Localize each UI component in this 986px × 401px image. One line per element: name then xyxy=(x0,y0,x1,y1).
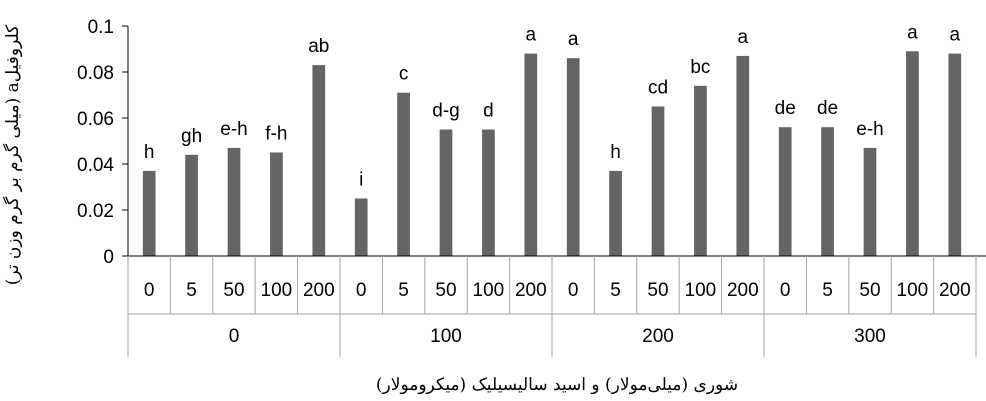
bar-letter-label: gh xyxy=(181,126,202,147)
bar xyxy=(354,198,368,256)
bar-letter-label: de xyxy=(775,98,796,119)
bar xyxy=(397,92,410,256)
bar xyxy=(482,129,495,256)
bar-letter-label: f-h xyxy=(265,124,287,145)
category-label: 0 xyxy=(356,280,367,301)
bar xyxy=(142,170,156,256)
group-label: 100 xyxy=(430,326,462,347)
category-label: 0 xyxy=(780,280,791,301)
bar xyxy=(609,170,622,256)
bar xyxy=(439,129,453,256)
bar xyxy=(821,127,834,256)
bar-letter-label: d-g xyxy=(432,101,459,122)
bar-letter-label: c xyxy=(399,64,409,85)
category-label: 50 xyxy=(435,280,456,301)
category-label: 100 xyxy=(473,280,505,301)
category-label: 200 xyxy=(303,280,335,301)
category-label: 5 xyxy=(610,280,621,301)
bar-letter-label: ab xyxy=(308,36,329,57)
category-label: 100 xyxy=(897,280,929,301)
y-tick-label: 0.1 xyxy=(88,17,114,38)
bar-letter-label: i xyxy=(359,170,363,191)
group-label: 0 xyxy=(229,326,240,347)
bar xyxy=(227,147,241,256)
bar xyxy=(185,154,198,256)
bar xyxy=(270,152,283,256)
y-tick-label: 0 xyxy=(103,247,114,268)
y-tick-label: 0.08 xyxy=(77,63,114,84)
bar-letter-label: e-h xyxy=(856,119,883,140)
bar-letter-label: h xyxy=(610,142,621,163)
bar-letter-label: a xyxy=(907,22,918,43)
y-axis-title: کلروفیلa (میلی گرم بر گرم وزن تر) xyxy=(2,24,23,285)
bar xyxy=(778,127,792,256)
bar xyxy=(566,58,580,257)
bar-letter-label: bc xyxy=(690,57,710,78)
bar-letter-label: a xyxy=(950,25,961,46)
category-label: 50 xyxy=(223,280,244,301)
category-label: 200 xyxy=(727,280,759,301)
category-label: 5 xyxy=(398,280,409,301)
bar xyxy=(651,106,665,256)
category-label: 5 xyxy=(186,280,197,301)
bar xyxy=(524,53,538,256)
category-label: 50 xyxy=(859,280,880,301)
bar-letter-label: cd xyxy=(648,78,668,99)
category-label: 100 xyxy=(261,280,293,301)
bar xyxy=(736,55,750,257)
group-label: 300 xyxy=(854,326,886,347)
bar-letter-label: a xyxy=(568,29,579,50)
y-axis: 0 0.02 0.04 0.06 0.08 0.1 xyxy=(77,17,129,268)
bar-letter-label: de xyxy=(817,98,838,119)
y-tick-label: 0.06 xyxy=(77,109,114,130)
category-label: 50 xyxy=(647,280,668,301)
bar xyxy=(312,65,326,256)
x-axis: 0 5 50 100 200 0 5 50 100 200 0 5 50 100 200 0 5 50 100 200… xyxy=(127,255,986,357)
category-label: 100 xyxy=(685,280,717,301)
x-axis-title: شوری (میلی‌مولار) و اسید سالیسیلیک (میکر… xyxy=(376,375,738,395)
category-label: 0 xyxy=(144,280,155,301)
bars: h gh e-h f-h ab i c d-g d a a h cd bc a de de e-h a a xyxy=(142,22,962,257)
category-label: 200 xyxy=(515,280,547,301)
bar-letter-label: a xyxy=(526,25,537,46)
bar xyxy=(694,85,707,256)
y-tick-label: 0.04 xyxy=(77,155,114,176)
y-tick-label: 0.02 xyxy=(77,201,114,222)
category-label: 0 xyxy=(568,280,579,301)
bar xyxy=(948,53,962,256)
bar-letter-label: a xyxy=(738,27,749,48)
category-label: 200 xyxy=(939,280,971,301)
bar-letter-label: h xyxy=(144,142,155,163)
bar xyxy=(906,51,919,256)
bar-letter-label: e-h xyxy=(220,119,247,140)
group-label: 200 xyxy=(642,326,674,347)
bar-letter-label: d xyxy=(483,101,494,122)
category-label: 5 xyxy=(822,280,833,301)
bar xyxy=(863,147,877,256)
